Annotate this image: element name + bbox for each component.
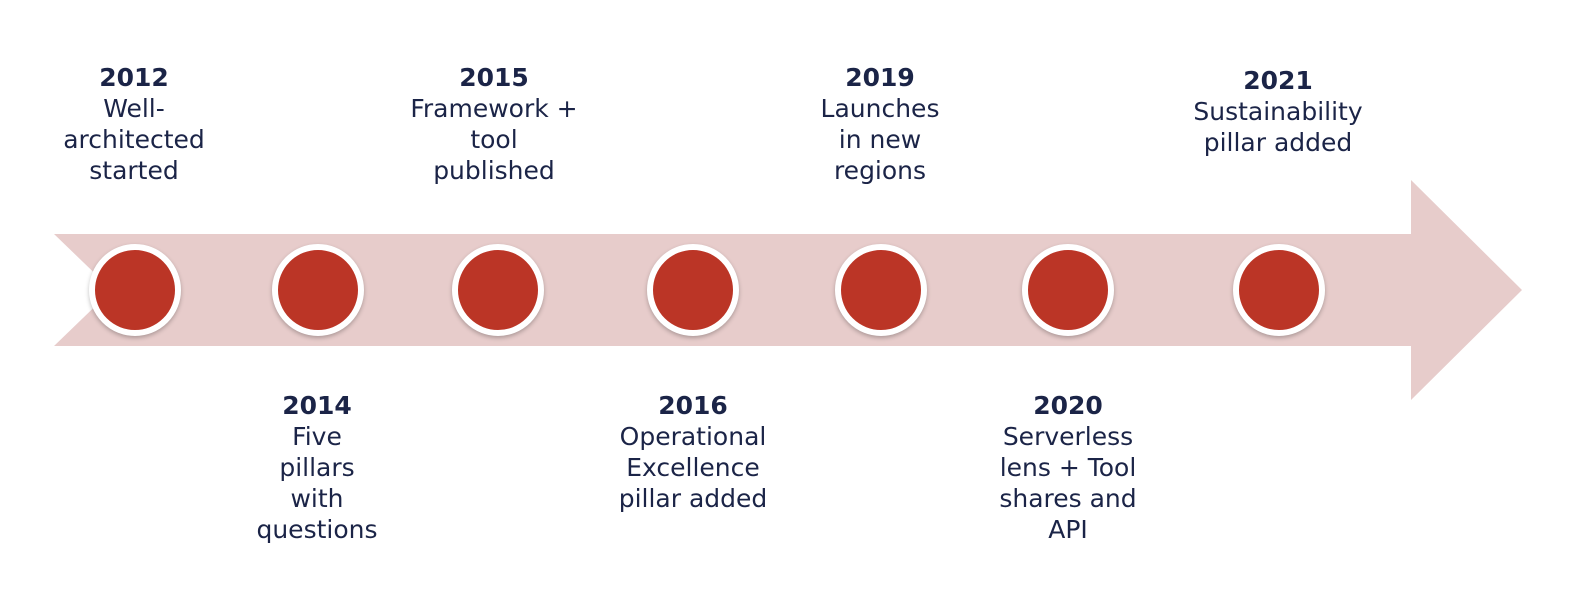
event-2015: 2015 Framework + tool published xyxy=(394,62,594,186)
event-description: Serverless lens + Tool shares and API xyxy=(999,422,1137,544)
milestone-dot-2016 xyxy=(647,244,739,336)
event-description: Launches in new regions xyxy=(820,94,940,185)
event-description: Sustainability pillar added xyxy=(1193,97,1363,157)
timeline-arrow-shape xyxy=(54,180,1522,400)
event-description: Framework + tool published xyxy=(410,94,578,185)
event-description: Well- architected started xyxy=(63,94,205,185)
event-year: 2020 xyxy=(1033,391,1103,420)
milestone-dot-2012 xyxy=(89,244,181,336)
event-2012: 2012 Well- architected started xyxy=(34,62,234,186)
event-description: Five pillars with questions xyxy=(256,422,378,544)
milestone-dot-2015 xyxy=(452,244,544,336)
event-year: 2012 xyxy=(99,63,169,92)
event-year: 2019 xyxy=(845,63,915,92)
milestone-dot-2020 xyxy=(1022,244,1114,336)
event-description: Operational Excellence pillar added xyxy=(618,422,768,513)
event-2014: 2014 Five pillars with questions xyxy=(217,390,417,545)
milestone-dot-2014 xyxy=(272,244,364,336)
event-year: 2014 xyxy=(282,391,352,420)
event-2016: 2016 Operational Excellence pillar added xyxy=(593,390,793,514)
event-year: 2015 xyxy=(459,63,529,92)
event-year: 2021 xyxy=(1243,66,1313,95)
event-2020: 2020 Serverless lens + Tool shares and A… xyxy=(968,390,1168,545)
event-year: 2016 xyxy=(658,391,728,420)
milestone-dot-2021 xyxy=(1233,244,1325,336)
event-2019: 2019 Launches in new regions xyxy=(780,62,980,186)
milestone-dot-2019 xyxy=(835,244,927,336)
event-2021: 2021 Sustainability pillar added xyxy=(1163,65,1393,158)
